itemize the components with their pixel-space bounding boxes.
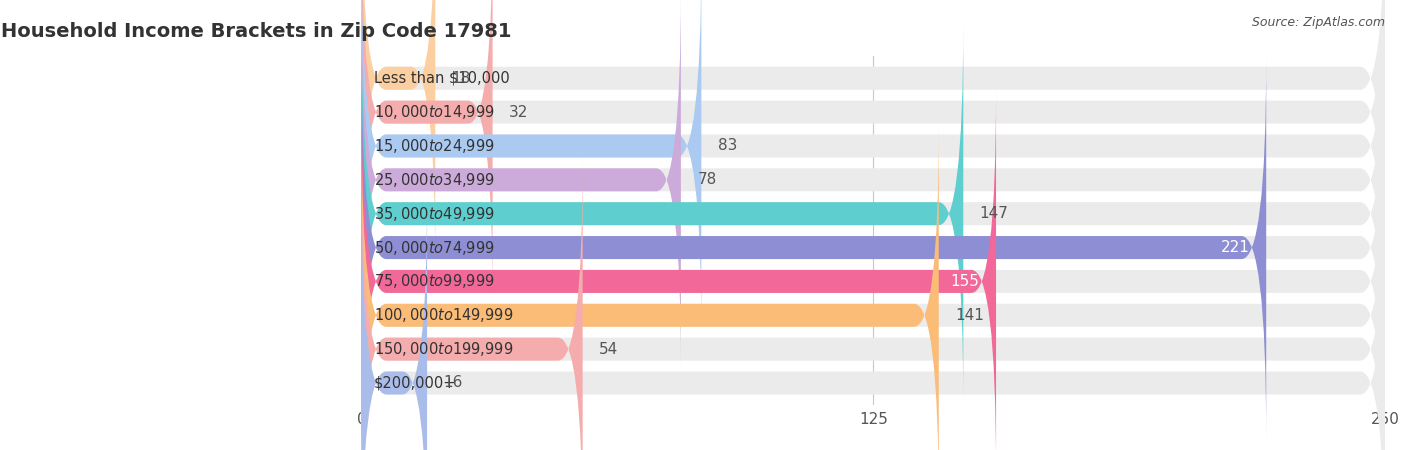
FancyBboxPatch shape — [361, 0, 681, 372]
Text: $100,000 to $149,999: $100,000 to $149,999 — [374, 306, 513, 324]
FancyBboxPatch shape — [361, 0, 1385, 338]
FancyBboxPatch shape — [361, 56, 1385, 439]
Text: Less than $10,000: Less than $10,000 — [374, 71, 509, 86]
Text: $35,000 to $49,999: $35,000 to $49,999 — [374, 205, 495, 223]
FancyBboxPatch shape — [361, 158, 582, 450]
FancyBboxPatch shape — [361, 191, 1385, 450]
Text: 32: 32 — [509, 104, 529, 120]
FancyBboxPatch shape — [361, 22, 1385, 405]
FancyBboxPatch shape — [361, 0, 1385, 372]
FancyBboxPatch shape — [361, 158, 1385, 450]
Text: 54: 54 — [599, 342, 619, 357]
Text: $25,000 to $34,999: $25,000 to $34,999 — [374, 171, 495, 189]
Text: 155: 155 — [950, 274, 980, 289]
Text: 78: 78 — [697, 172, 717, 187]
FancyBboxPatch shape — [361, 90, 995, 450]
Text: 18: 18 — [451, 71, 471, 86]
FancyBboxPatch shape — [361, 90, 1385, 450]
FancyBboxPatch shape — [361, 0, 1385, 304]
Text: $15,000 to $24,999: $15,000 to $24,999 — [374, 137, 495, 155]
FancyBboxPatch shape — [361, 0, 436, 270]
FancyBboxPatch shape — [361, 0, 702, 338]
Text: Household Income Brackets in Zip Code 17981: Household Income Brackets in Zip Code 17… — [1, 22, 512, 41]
Text: $200,000+: $200,000+ — [374, 375, 457, 391]
Text: 16: 16 — [443, 375, 463, 391]
Text: 147: 147 — [980, 206, 1008, 221]
FancyBboxPatch shape — [361, 0, 1385, 270]
Text: $75,000 to $99,999: $75,000 to $99,999 — [374, 272, 495, 290]
Text: 83: 83 — [717, 139, 737, 153]
Text: $10,000 to $14,999: $10,000 to $14,999 — [374, 103, 495, 121]
Text: Source: ZipAtlas.com: Source: ZipAtlas.com — [1251, 16, 1385, 29]
FancyBboxPatch shape — [361, 191, 427, 450]
Text: 141: 141 — [955, 308, 984, 323]
FancyBboxPatch shape — [361, 56, 1267, 439]
Text: 221: 221 — [1220, 240, 1250, 255]
Text: $50,000 to $74,999: $50,000 to $74,999 — [374, 238, 495, 256]
FancyBboxPatch shape — [361, 0, 492, 304]
Text: $150,000 to $199,999: $150,000 to $199,999 — [374, 340, 513, 358]
FancyBboxPatch shape — [361, 124, 939, 450]
FancyBboxPatch shape — [361, 22, 963, 405]
FancyBboxPatch shape — [361, 124, 1385, 450]
